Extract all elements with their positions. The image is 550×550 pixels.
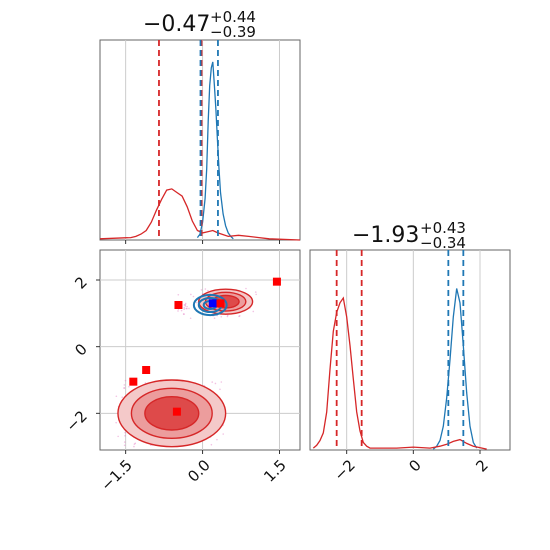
top-left-title-value: −0.47 <box>143 12 210 37</box>
bottom-right-title-value: −1.93 <box>352 223 419 248</box>
joint-point <box>123 387 125 389</box>
joint-point <box>252 310 255 313</box>
joint-point <box>124 379 127 382</box>
joint-point <box>177 310 179 312</box>
joint-point <box>214 382 217 385</box>
joint-point <box>184 303 187 306</box>
joint-point <box>204 288 207 290</box>
joint-marker-1 <box>208 299 217 308</box>
joint-point <box>211 381 214 383</box>
top-hist-series-2 <box>99 188 301 241</box>
joint-marker-2 <box>174 301 183 309</box>
joint-point <box>134 442 137 445</box>
joint-point <box>133 443 136 445</box>
red-contour-2-level-3 <box>144 395 200 431</box>
joint-point <box>123 387 126 389</box>
joint-point <box>180 309 183 312</box>
joint-point <box>200 289 203 291</box>
top-hist-series-1 <box>196 61 234 240</box>
joint-point <box>190 293 192 296</box>
joint-point <box>226 314 229 317</box>
joint-point <box>220 381 223 383</box>
bottom-right-title: −1.93 +0.43 −0.34 <box>352 219 466 252</box>
right-hist-series-2 <box>312 296 487 450</box>
joint-point <box>128 385 130 388</box>
joint-marker-4 <box>272 277 281 286</box>
joint-point <box>192 295 195 298</box>
joint-point <box>220 315 223 318</box>
top-left-title-plus: +0.44 <box>210 8 256 26</box>
chart-marks <box>96 40 487 454</box>
joint-point <box>183 304 186 306</box>
joint-marker-3 <box>216 299 225 308</box>
joint-point <box>216 438 218 441</box>
right-xtick-label-3: 2 <box>472 456 491 475</box>
right-xtick-label-1: −2 <box>330 456 358 484</box>
joint-xtick-label-1: −1.5 <box>97 456 135 494</box>
joint-point <box>123 444 126 447</box>
joint-marker-6 <box>129 377 138 386</box>
joint-marker-5 <box>142 366 151 374</box>
joint-point <box>182 313 185 315</box>
joint-point <box>183 306 186 309</box>
joint-point <box>185 307 187 310</box>
joint-ytick-label-1: 2 <box>71 273 90 292</box>
joint-xtick-label-2: 0.0 <box>184 456 214 486</box>
joint-point <box>189 317 192 320</box>
joint-point <box>124 431 126 434</box>
joint-point <box>238 315 241 317</box>
joint-point <box>213 317 216 320</box>
joint-point <box>123 384 126 386</box>
right-xtick-label-2: 0 <box>405 456 424 475</box>
joint-point <box>183 313 185 315</box>
joint-point <box>255 293 257 296</box>
joint-point <box>121 396 124 399</box>
right-hist-series-1 <box>432 288 478 450</box>
joint-point <box>210 443 213 446</box>
joint-point <box>245 287 247 290</box>
bottom-right-title-plus: +0.43 <box>420 219 466 237</box>
joint-point <box>183 308 185 310</box>
joint-point <box>133 445 135 448</box>
joint-point <box>177 293 180 296</box>
joint-ytick-label-2: 0 <box>71 340 90 359</box>
blue-contour-1-level-1 <box>192 293 228 317</box>
joint-point <box>196 301 198 304</box>
joint-point <box>238 315 240 318</box>
joint-point <box>207 289 209 292</box>
bottom-right-panel <box>309 249 511 451</box>
joint-ytick-label-3: −2 <box>62 407 90 435</box>
joint-point <box>184 305 187 307</box>
joint-point <box>117 435 119 438</box>
joint-point <box>184 302 187 305</box>
joint-point <box>124 434 126 437</box>
top-left-title-minus: −0.39 <box>210 23 256 41</box>
joint-point <box>222 433 225 435</box>
joint-point <box>186 307 188 310</box>
joint-point <box>226 315 229 318</box>
joint-point <box>186 305 188 308</box>
joint-marker-7 <box>172 407 181 416</box>
joint-point <box>123 441 126 443</box>
joint-xtick-label-3: 1.5 <box>260 456 290 486</box>
joint-point <box>115 395 118 398</box>
bottom-right-title-minus: −0.34 <box>420 234 466 252</box>
joint-point <box>115 421 117 424</box>
joint-point <box>254 291 257 293</box>
joint-point <box>188 307 190 310</box>
joint-point <box>219 388 221 391</box>
top-left-title: −0.47 +0.44 −0.39 <box>143 8 256 41</box>
